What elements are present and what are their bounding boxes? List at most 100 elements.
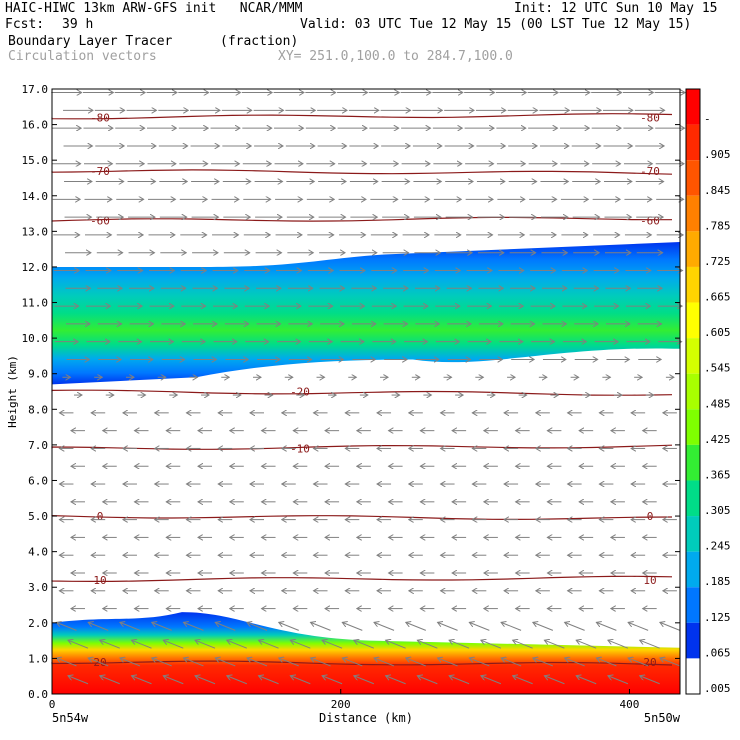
isotherm-label: 0: [647, 510, 654, 523]
colorbar-label: .125: [704, 611, 731, 624]
y-tick-label: 11.0: [22, 297, 49, 310]
y-tick-label: 10.0: [22, 332, 49, 345]
colorbar-label: -: [704, 113, 711, 126]
circulation-vector: [279, 658, 299, 667]
circulation-vector: [438, 622, 458, 631]
circulation-vector: [374, 658, 395, 667]
isotherm-contour: [51, 389, 673, 396]
isotherm-label: -60: [90, 215, 110, 228]
field-units: (fraction): [220, 34, 299, 49]
colorbar-segment: [686, 444, 700, 481]
circulation-vector: [56, 658, 77, 667]
y-tick-label: 12.0: [22, 261, 49, 274]
circulation-vector: [513, 676, 533, 685]
isotherm-contour: [51, 113, 673, 120]
circulation-vector: [640, 676, 660, 685]
y-tick-label: 4.0: [28, 546, 48, 559]
circulation-vector: [68, 640, 89, 649]
colorbar-segment: [686, 587, 700, 623]
y-tick-label: 9.0: [28, 368, 48, 381]
colorbar-label: .905: [704, 148, 731, 161]
colorbar-label: .245: [704, 540, 731, 553]
colorbar-label: .365: [704, 468, 731, 481]
circulation-vector: [163, 676, 184, 685]
colorbar-label: .605: [704, 326, 731, 339]
circulation-vector: [449, 676, 470, 685]
circulation-vector: [565, 658, 585, 667]
init-time: Init: 12 UTC Sun 10 May 15: [514, 1, 718, 16]
cross-section-end-label: 5n50w: [644, 711, 681, 725]
y-tick-label: 2.0: [28, 617, 48, 630]
colorbar-label: .005: [704, 682, 731, 695]
colorbar-label: .065: [704, 646, 731, 659]
circulation-vector: [279, 622, 299, 631]
circulation-vector: [386, 676, 406, 685]
isotherm-label: -70: [640, 165, 660, 178]
circulation-vector: [163, 640, 184, 649]
y-tick-label: 13.0: [22, 225, 49, 238]
circulation-vector: [195, 676, 216, 685]
forecast-hour: 39 h: [62, 17, 94, 32]
colorbar-segment: [686, 124, 700, 161]
circulation-vector: [354, 676, 375, 685]
model-title: HAIC-HIWC 13km ARW-GFS init NCAR/MMM: [5, 1, 303, 16]
circulation-vector: [596, 658, 617, 667]
circulation-vector: [533, 658, 554, 667]
y-tick-label: 3.0: [28, 581, 48, 594]
x-tick-label: 0: [49, 698, 56, 711]
valid-time: Valid: 03 UTC Tue 12 May 15 (00 LST Tue …: [300, 17, 692, 32]
circulation-vector: [259, 640, 279, 649]
colorbar-label: .185: [704, 575, 731, 588]
colorbar-label: .725: [704, 255, 731, 268]
circulation-vector: [195, 640, 216, 649]
colorbar-segment: [686, 551, 700, 588]
colorbar-segment: [686, 480, 700, 517]
colorbar-label: .845: [704, 184, 731, 197]
circulation-vector: [660, 658, 681, 667]
colorbar-label: .785: [704, 219, 731, 232]
isotherm-contour: [51, 216, 672, 222]
isotherm-contour: [51, 444, 673, 450]
circulation-vector: [438, 658, 458, 667]
circulation-vector: [56, 622, 77, 631]
colorbar-segment: [686, 373, 700, 410]
circulation-vector: [322, 676, 343, 685]
y-tick-label: 15.0: [22, 154, 49, 167]
circulation-vector: [406, 622, 426, 631]
circulation-vector: [68, 676, 89, 685]
circulation-vector: [100, 640, 120, 649]
circulation-vector: [513, 640, 533, 649]
circulation-vector: [215, 622, 236, 631]
isotherm-label: -80: [90, 111, 110, 124]
circulation-vector: [311, 658, 331, 667]
isotherm-contour: [51, 169, 673, 175]
circulation-vector: [628, 658, 649, 667]
isotherm-label: -70: [90, 165, 110, 178]
colorbar-segment: [686, 658, 700, 694]
circulation-vector: [481, 640, 502, 649]
circulation-vector: [544, 676, 565, 685]
circulation-vector: [311, 622, 331, 631]
circulation-vector: [386, 640, 406, 649]
circulation-vector: [481, 676, 502, 685]
forecast-label: Fcst:: [5, 17, 45, 32]
y-tick-label: 6.0: [28, 474, 48, 487]
colorbar-segment: [686, 409, 700, 445]
circulation-vector: [449, 640, 470, 649]
circulation-vector: [469, 622, 490, 631]
circulation-vector: [374, 622, 395, 631]
circulation-vector: [152, 658, 172, 667]
circulation-vector: [576, 676, 597, 685]
circulation-vector: [88, 658, 109, 667]
isotherm-label: 0: [97, 510, 104, 523]
circulation-vector: [183, 622, 204, 631]
colorbar-label: .305: [704, 504, 731, 517]
isotherm-contour: [51, 514, 673, 521]
y-tick-label: 14.0: [22, 190, 49, 203]
circulation-vector: [100, 676, 120, 685]
colorbar-label: .425: [704, 433, 731, 446]
circulation-vector: [417, 676, 438, 685]
isotherm-label: -60: [640, 215, 660, 228]
circulation-vector: [660, 622, 681, 631]
